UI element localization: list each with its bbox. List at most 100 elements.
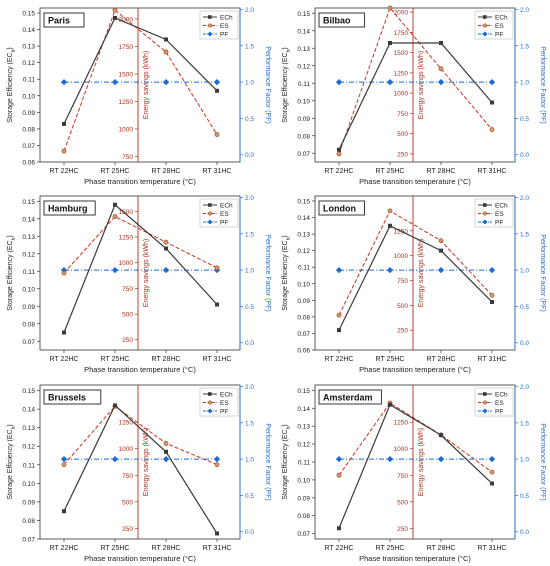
series-pf-point [162, 78, 170, 86]
left-tick-label: 0.12 [22, 444, 35, 451]
left-axis-title: Storage Efficiency (ECh) [282, 424, 292, 499]
pf-tick-label: 0.0 [520, 529, 529, 536]
x-tick-label: RT 25HC [376, 356, 405, 363]
legend-label: ECh [220, 202, 233, 209]
es-tick-label: 1500 [119, 209, 134, 216]
series-pf-point [111, 78, 119, 86]
pf-tick-label: 1.5 [520, 43, 529, 50]
series-ech-point [113, 403, 117, 408]
series-ech-point [113, 15, 117, 20]
pf-axis-title: Performance Factor (PF) [264, 423, 271, 500]
left-tick-label: 0.14 [297, 28, 310, 35]
x-tick-label: RT 22HC [50, 356, 79, 363]
series-es-point [112, 214, 118, 219]
x-tick-label: RT 22HC [50, 168, 79, 175]
series-pf-point [437, 455, 445, 463]
pf-tick-label: 0.0 [520, 340, 529, 347]
x-tick-label: RT 25HC [101, 168, 130, 175]
series-ech-line [63, 17, 218, 125]
pf-tick-label: 1.0 [520, 457, 529, 464]
legend-swatch-marker [483, 392, 487, 396]
es-axis-title: Energy savings (kWh) [143, 51, 150, 119]
es-tick-label: 1000 [119, 127, 134, 134]
es-tick-label: 750 [397, 111, 408, 118]
legend-label: ECh [495, 14, 508, 21]
es-tick-label: 500 [122, 499, 133, 506]
pf-axis-title: Performance Factor (PF) [539, 46, 546, 123]
es-axis-title: Energy savings (kWh) [418, 428, 425, 496]
series-pf-point [488, 78, 496, 86]
series-pf-point [386, 266, 394, 274]
left-axis-title-main: Storage Efficiency (EC [7, 429, 14, 499]
es-tick-label: 500 [397, 131, 408, 138]
left-axis-title-end: ) [282, 47, 289, 49]
chart-title: Hamburg [48, 204, 88, 214]
chart-panel-london: 0.06 0.07 0.08 0.09 0.10 0.11 0.12 0.13 0.14 0.15… [282, 195, 546, 374]
legend-label: ES [495, 400, 504, 407]
es-tick-label: 750 [122, 473, 133, 480]
chart-title: London [323, 204, 356, 214]
left-axis-title-main: Storage Efficiency (EC [282, 240, 289, 310]
x-tick-label: RT 31HC [478, 168, 507, 175]
series-es-point [387, 208, 393, 214]
legend-box [474, 10, 514, 40]
left-tick-label: 0.08 [297, 513, 310, 520]
left-tick-label: 0.13 [297, 232, 310, 239]
series-pf-point [60, 455, 68, 463]
pf-tick-label: 2.0 [520, 195, 529, 202]
pf-tick-label: 1.5 [520, 420, 529, 427]
left-axis-title-sub: h [11, 49, 17, 52]
left-tick-label: 0.15 [22, 199, 35, 206]
pf-tick-label: 2.0 [520, 384, 529, 391]
legend-label: PF [495, 219, 503, 226]
left-tick-label: 0.10 [22, 286, 35, 293]
pf-tick-label: 1.0 [245, 268, 254, 275]
series-es-point [61, 462, 67, 468]
x-tick-label: RT 25HC [376, 168, 405, 175]
x-axis-title: Phase transition temperature (°C) [359, 554, 471, 563]
es-tick-label: 2000 [119, 17, 134, 24]
left-axis-title-end: ) [282, 424, 289, 426]
series-ech-point [439, 433, 443, 438]
left-tick-label: 0.07 [297, 151, 310, 158]
left-tick-label: 0.15 [297, 11, 310, 18]
x-tick-label: RT 31HC [478, 545, 507, 552]
legend-swatch-marker [208, 15, 212, 19]
es-tick-label: 750 [397, 278, 408, 285]
series-ech-point [439, 41, 443, 45]
series-pf-point [488, 455, 496, 463]
x-tick-label: RT 28HC [427, 545, 456, 552]
series-es-line [63, 9, 218, 152]
legend-box [474, 387, 514, 417]
left-tick-label: 0.09 [297, 116, 310, 123]
x-tick-label: RT 22HC [325, 168, 354, 175]
series-ech-point [164, 449, 168, 454]
pf-tick-label: 0.5 [245, 493, 254, 500]
pf-tick-label: 2.0 [520, 7, 529, 14]
es-tick-label: 1750 [119, 44, 134, 51]
left-axis-title-main: Storage Efficiency (EC [282, 52, 289, 122]
left-tick-label: 0.14 [297, 406, 310, 413]
series-es-point [438, 238, 444, 244]
left-tick-label: 0.13 [22, 234, 35, 241]
chart-title-box [43, 200, 96, 216]
es-tick-label: 1500 [394, 50, 409, 57]
series-es-line [338, 402, 493, 476]
series-ech-point [388, 223, 392, 228]
left-axis-title: Storage Efficiency (ECh) [7, 424, 17, 499]
pf-tick-label: 1.0 [245, 80, 254, 87]
x-tick-label: RT 31HC [478, 356, 507, 363]
series-pf-point [437, 78, 445, 86]
left-tick-label: 0.15 [297, 198, 310, 205]
left-tick-label: 0.12 [22, 251, 35, 258]
legend-label: PF [495, 408, 503, 415]
left-axis-title-main: Storage Efficiency (EC [7, 52, 14, 122]
series-ech-point [337, 147, 341, 152]
series-ech-point [388, 402, 392, 407]
series-pf-point [111, 266, 119, 274]
legend-label: ECh [220, 391, 233, 398]
series-pf-point [111, 455, 119, 463]
left-tick-label: 0.13 [22, 425, 35, 432]
left-tick-label: 0.10 [22, 93, 35, 100]
legend-swatch-marker [208, 392, 212, 396]
